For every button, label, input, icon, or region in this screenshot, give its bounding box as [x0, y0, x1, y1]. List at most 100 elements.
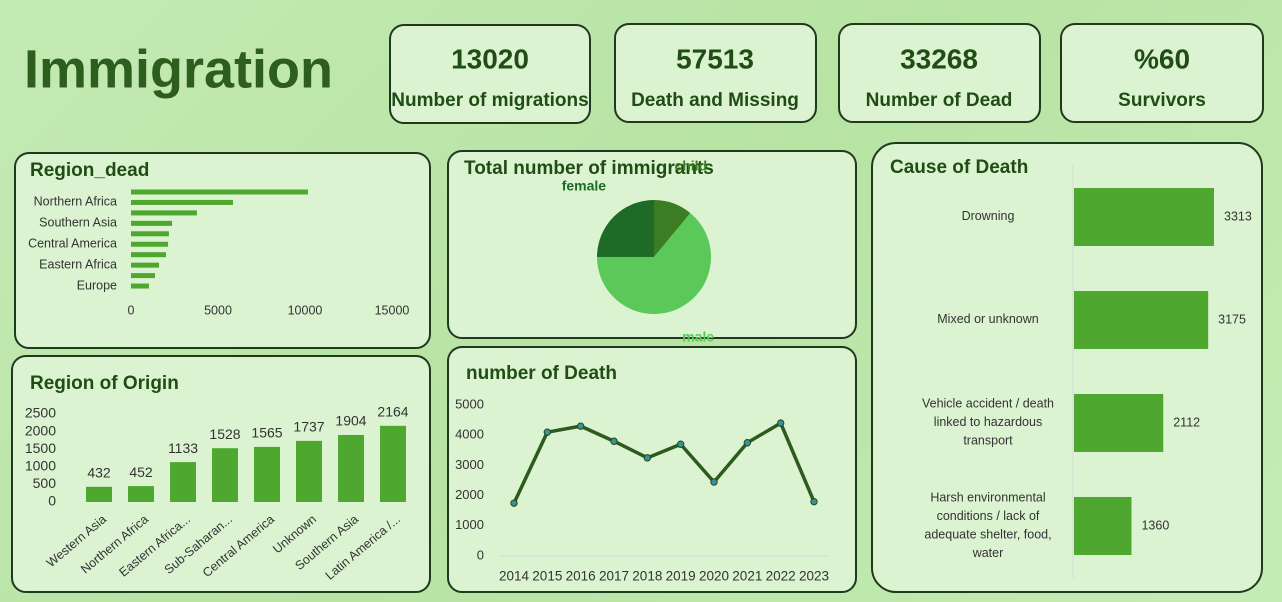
- bar: [254, 446, 280, 502]
- y-tick-label: 2000: [455, 487, 484, 502]
- bar: [296, 440, 322, 502]
- bar: [131, 252, 166, 258]
- bar: [212, 448, 238, 502]
- card: [871, 142, 1263, 593]
- bar: [131, 262, 160, 268]
- kpi-value: %60: [1134, 43, 1190, 74]
- x-tick-label: 2020: [699, 569, 729, 584]
- point: [776, 419, 785, 427]
- point: [676, 440, 685, 448]
- bar: [131, 210, 197, 216]
- data-label: 1360: [1141, 518, 1169, 532]
- point: [643, 454, 652, 462]
- kpi-label: Death and Missing: [631, 90, 799, 111]
- category-label: Harsh environmental conditions / lack of a…: [924, 491, 1051, 561]
- bar: [1074, 291, 1209, 349]
- x-tick-label: 2019: [666, 569, 696, 584]
- x-tick-label: 2017: [599, 569, 629, 584]
- y-tick-label: 500: [33, 475, 57, 491]
- data-label: 3313: [1224, 209, 1252, 223]
- data-label: 1904: [335, 413, 366, 429]
- x-tick-label: 2014: [499, 569, 530, 584]
- kpi-card: [838, 23, 1041, 123]
- point: [510, 499, 518, 507]
- slice-label: child: [674, 158, 707, 174]
- x-tick-label: 10000: [288, 303, 323, 317]
- x-tick-label: 5000: [204, 303, 232, 317]
- point: [543, 428, 552, 436]
- bar: [1074, 497, 1132, 555]
- bar: [1074, 394, 1164, 452]
- kpi-value: 33268: [900, 43, 978, 74]
- slice-label: male: [682, 329, 714, 345]
- chart-title: number of Death: [466, 363, 617, 384]
- data-label: 1133: [168, 440, 198, 456]
- y-tick-label: 0: [48, 493, 56, 509]
- card: [14, 152, 431, 349]
- data-label: 452: [129, 464, 153, 480]
- point: [610, 437, 618, 445]
- x-tick-label: 2022: [766, 569, 796, 584]
- bar: [131, 283, 149, 289]
- pie-slice: [654, 200, 691, 257]
- chart-title: Region_dead: [30, 160, 149, 181]
- bar: [380, 425, 406, 502]
- pie-slice: [597, 200, 654, 257]
- y-tick-label: Central America: [28, 237, 117, 251]
- x-tick-label: 2021: [732, 569, 762, 584]
- card: [447, 346, 857, 593]
- y-tick-label: 1500: [25, 440, 56, 456]
- category-label: Mixed or unknown: [937, 312, 1038, 326]
- x-tick-label: 2023: [799, 569, 829, 584]
- slice-label: female: [562, 178, 607, 194]
- page-title: Immigration: [24, 39, 333, 99]
- bar: [86, 486, 112, 502]
- y-tick-label: 5000: [455, 396, 484, 411]
- bar: [131, 241, 169, 247]
- kpi-card: [389, 24, 591, 124]
- bar: [131, 231, 169, 237]
- kpi-label: Number of migrations: [391, 90, 588, 111]
- data-label: 1737: [293, 419, 324, 435]
- data-label: 432: [87, 464, 111, 480]
- y-tick-label: Europe: [77, 278, 117, 292]
- kpi-card: [614, 23, 817, 123]
- x-tick-label: 2015: [532, 569, 562, 584]
- category-label: Drowning: [962, 209, 1015, 223]
- x-tick-label: 0: [128, 303, 135, 317]
- chart-title: Region of Origin: [30, 373, 179, 394]
- y-tick-label: 0: [477, 547, 484, 562]
- y-tick-label: 1000: [25, 458, 56, 474]
- point: [743, 439, 752, 447]
- kpi-value: 13020: [451, 43, 529, 74]
- point: [710, 478, 718, 486]
- chart-title: Total number of immigrants: [464, 158, 714, 179]
- bar: [170, 462, 196, 502]
- bar: [131, 220, 173, 226]
- bar: [128, 486, 154, 502]
- bar: [131, 273, 156, 279]
- y-tick-label: Eastern Africa: [39, 257, 117, 271]
- bar: [131, 199, 233, 205]
- data-label: 2164: [377, 404, 408, 420]
- data-label: 2112: [1173, 415, 1200, 429]
- data-label: 1528: [209, 426, 240, 442]
- y-tick-label: 1000: [455, 517, 484, 532]
- x-tick-label: 2016: [566, 569, 596, 584]
- y-tick-label: 2000: [25, 422, 56, 438]
- chart-title: Cause of Death: [890, 157, 1028, 178]
- y-tick-label: 2500: [25, 405, 56, 421]
- y-tick-label: Southern Asia: [39, 216, 117, 230]
- point: [810, 497, 818, 506]
- kpi-card: [1060, 23, 1264, 123]
- data-label: 1565: [251, 425, 282, 441]
- data-label: 3175: [1218, 312, 1246, 326]
- y-tick-label: 3000: [455, 457, 484, 472]
- bar: [131, 189, 308, 195]
- kpi-label: Survivors: [1118, 90, 1206, 111]
- bar: [338, 434, 364, 502]
- x-tick-label: 15000: [375, 303, 410, 317]
- kpi-label: Number of Dead: [866, 90, 1013, 111]
